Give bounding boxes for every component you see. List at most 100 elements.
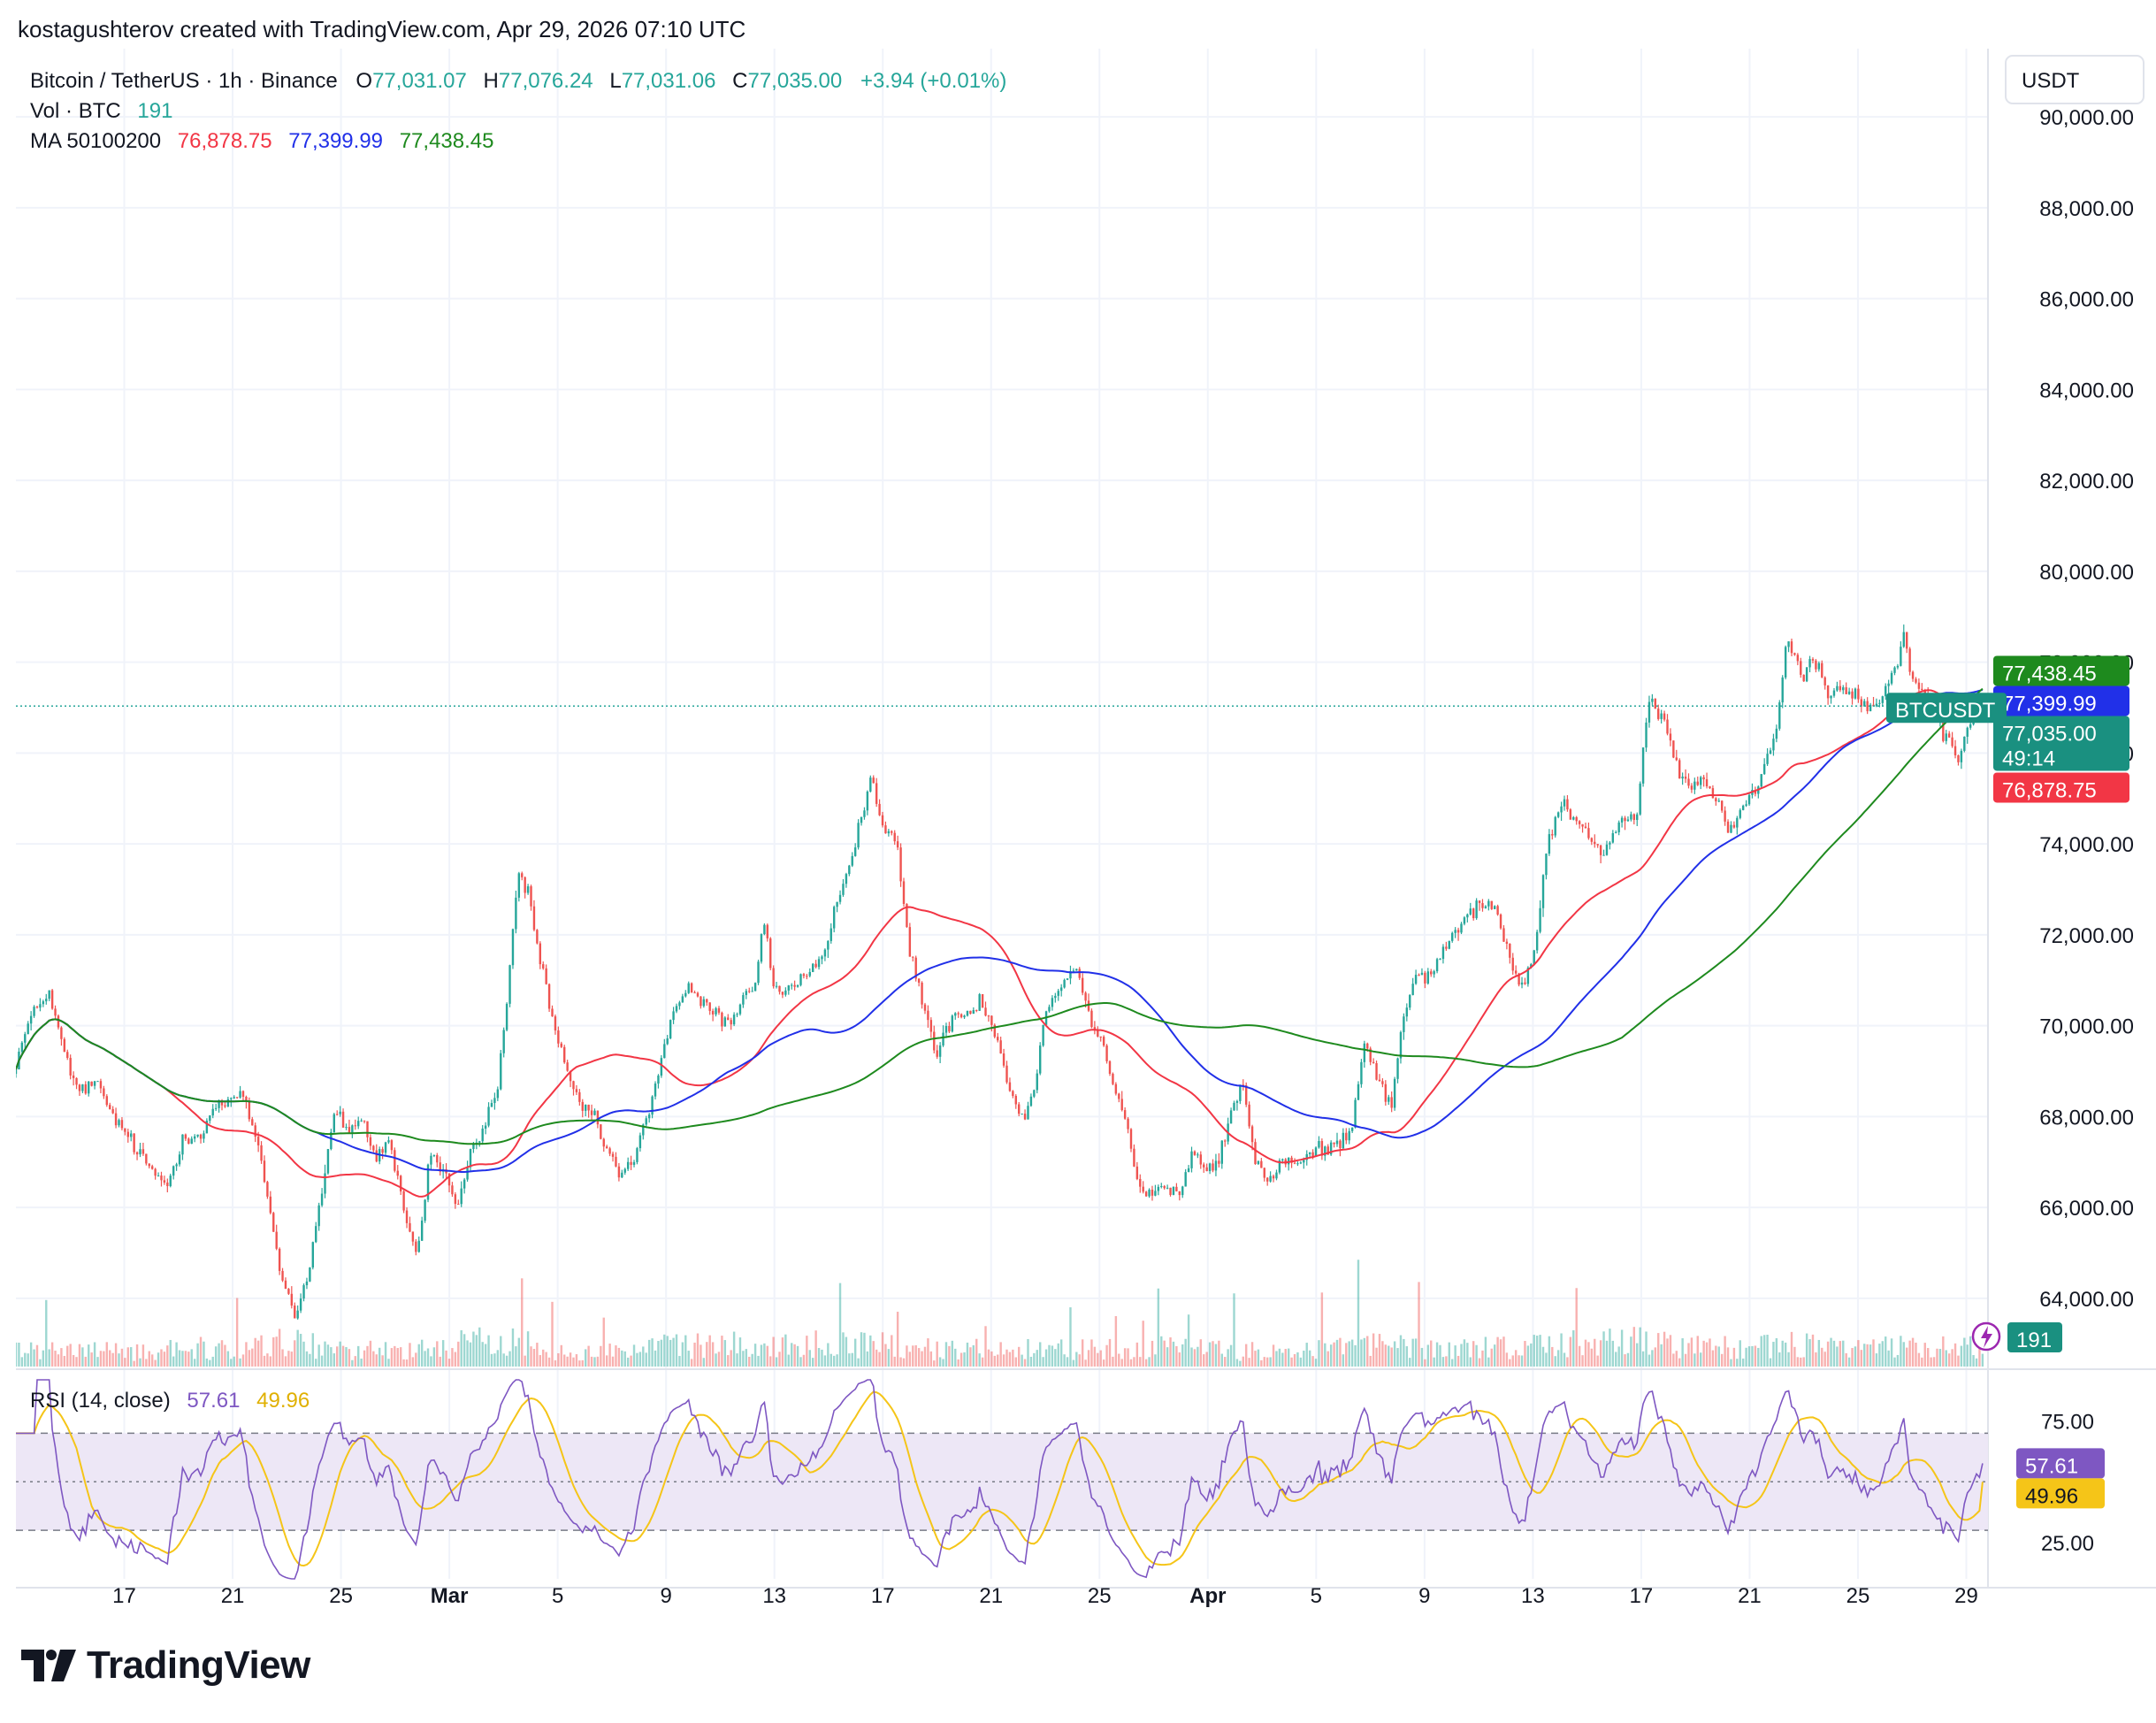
candle-body (811, 963, 814, 972)
volume-bar (1123, 1348, 1127, 1367)
volume-bar (1900, 1336, 1902, 1367)
volume-bar (1896, 1354, 1900, 1367)
candle-body (415, 1241, 417, 1252)
candle-body (163, 1180, 166, 1183)
candle-body (1675, 757, 1678, 761)
candle-body (999, 1040, 1002, 1054)
volume-bar (1626, 1352, 1630, 1367)
volume-bar (457, 1341, 460, 1367)
candle-body (1957, 754, 1960, 762)
volume-bar (1530, 1343, 1533, 1367)
candle-body (1575, 816, 1578, 822)
candle-body (857, 823, 860, 848)
volume-bar (1424, 1359, 1426, 1367)
volume-bar (585, 1349, 587, 1367)
volume-bar (1545, 1352, 1548, 1367)
candle-body (1469, 908, 1472, 915)
volume-bar (48, 1349, 50, 1367)
candle-body (1947, 733, 1951, 738)
candle-body (1535, 931, 1539, 951)
volume-bar (1863, 1344, 1866, 1367)
rsi-ma-line (16, 1390, 1984, 1567)
candle-body (1584, 826, 1587, 829)
volume-bar (766, 1345, 769, 1367)
volume-bar (1490, 1348, 1493, 1367)
volume-bar (787, 1354, 790, 1367)
volume-bar (109, 1350, 111, 1367)
candle-body (848, 865, 851, 875)
volume-bar (84, 1356, 88, 1367)
volume-bar (348, 1349, 351, 1367)
candle-body (360, 1120, 363, 1122)
candle-body (1235, 1100, 1239, 1103)
candle-body (1114, 1084, 1118, 1094)
volume-bar (1420, 1347, 1424, 1367)
volume-bar (169, 1339, 172, 1367)
candle-body (1590, 838, 1594, 842)
candle-body (632, 1161, 636, 1165)
volume-bar (1445, 1356, 1448, 1367)
volume-bar (1815, 1352, 1817, 1367)
volume-bar (1741, 1358, 1745, 1367)
candle-body (793, 984, 796, 987)
candle-body (1657, 708, 1660, 719)
candle-body (114, 1113, 118, 1126)
volume-bar (1242, 1356, 1244, 1367)
volume-bar (781, 1337, 784, 1367)
candle-body (1190, 1151, 1193, 1168)
volume-bar (1878, 1344, 1881, 1367)
volume-bar (39, 1359, 42, 1367)
volume-bar (772, 1336, 775, 1367)
volume-bar (415, 1352, 417, 1367)
volume-bar (1393, 1341, 1396, 1367)
volume-bar (27, 1353, 29, 1367)
volume-bar (1099, 1350, 1102, 1367)
candle-body (466, 1167, 469, 1180)
volume-bar (872, 1341, 875, 1367)
volume-bar (1730, 1359, 1732, 1367)
volume-bar (817, 1348, 821, 1367)
volume-bar (617, 1347, 621, 1367)
volume-bar (1290, 1357, 1293, 1367)
candle-body (738, 1004, 742, 1015)
volume-bar (730, 1350, 732, 1367)
candle-body (1263, 1168, 1265, 1178)
volume-bar (1475, 1344, 1478, 1367)
candle-body (1953, 746, 1957, 755)
volume-bar (1229, 1344, 1233, 1367)
volume-bar (14, 1342, 18, 1367)
x-tick-label: 21 (979, 1584, 1003, 1608)
candle-body (196, 1134, 199, 1137)
candle-body (1641, 747, 1645, 784)
volume-bar (838, 1283, 842, 1367)
volume-bar (1405, 1346, 1409, 1367)
candle-body (1945, 733, 1947, 741)
candle-body (66, 1052, 69, 1059)
candle-body (363, 1120, 366, 1122)
candle-body (585, 1104, 587, 1111)
volume-bar (481, 1342, 484, 1367)
volume-bar (199, 1336, 203, 1367)
volume-bar (660, 1339, 663, 1367)
lightning-icon[interactable] (1971, 1321, 2001, 1352)
candle-body (1023, 1114, 1027, 1120)
candle-body (906, 903, 908, 928)
candle-body (1906, 632, 1908, 649)
volume-bar (1239, 1360, 1242, 1367)
volume-bar (1687, 1343, 1690, 1367)
volume-bar (753, 1344, 757, 1367)
volume-bar (1329, 1344, 1333, 1367)
candle-body (45, 999, 48, 1002)
price-chart-svg[interactable]: 90,000.00 88,000.00 86,000.00 84,000.00 82,0… (14, 49, 2156, 1632)
chart-area[interactable]: 90,000.00 88,000.00 86,000.00 84,000.00 82,0… (14, 49, 2156, 1636)
currency-button[interactable]: USDT (2005, 55, 2145, 104)
volume-bar (1885, 1336, 1887, 1367)
volume-bar (57, 1354, 60, 1367)
candle-body (88, 1081, 90, 1094)
volume-bar (1754, 1345, 1757, 1367)
volume-bar (1105, 1344, 1108, 1367)
candle-body (311, 1242, 315, 1268)
candle-body (1229, 1110, 1233, 1124)
candle-body (1063, 979, 1066, 988)
candle-body (869, 777, 872, 792)
